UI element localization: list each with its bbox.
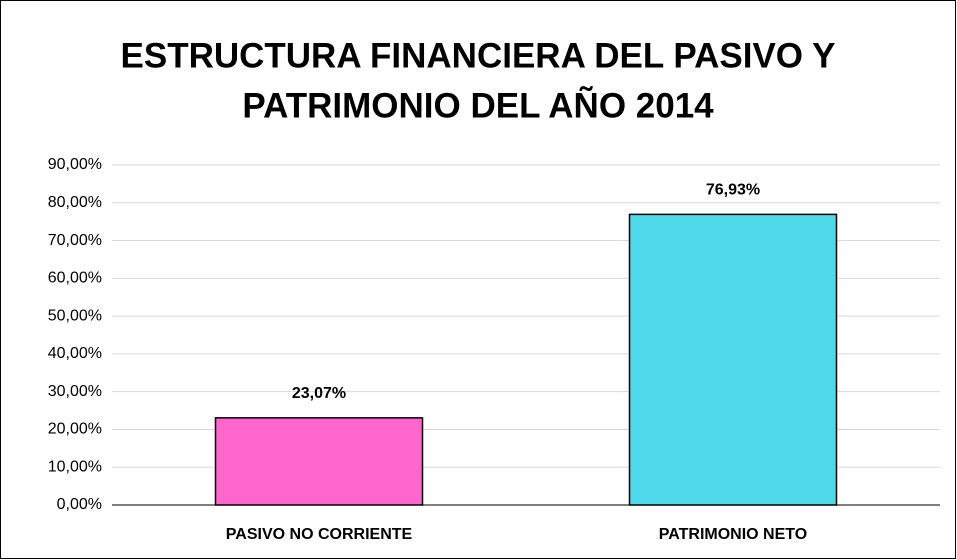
data-label: 23,07% bbox=[292, 385, 346, 402]
y-tick-label: 70,00% bbox=[48, 232, 102, 249]
bar bbox=[214, 417, 424, 506]
y-tick-label: 20,00% bbox=[48, 421, 102, 438]
chart-title: PATRIMONIO DEL AÑO 2014 bbox=[242, 86, 714, 125]
data-label: 76,93% bbox=[706, 182, 760, 199]
x-tick-label: PATRIMONIO NETO bbox=[659, 526, 807, 543]
y-tick-label: 80,00% bbox=[48, 194, 102, 211]
chart-title: ESTRUCTURA FINANCIERA DEL PASIVO Y bbox=[121, 36, 836, 75]
y-tick-label: 60,00% bbox=[48, 270, 102, 287]
y-tick-label: 10,00% bbox=[48, 458, 102, 475]
x-tick-label: PASIVO NO CORRIENTE bbox=[226, 526, 413, 543]
y-tick-label: 0,00% bbox=[57, 496, 102, 513]
bar bbox=[628, 213, 838, 506]
y-tick-label: 90,00% bbox=[48, 156, 102, 173]
y-tick-label: 40,00% bbox=[48, 345, 102, 362]
y-tick-label: 50,00% bbox=[48, 307, 102, 324]
y-tick-label: 30,00% bbox=[48, 383, 102, 400]
